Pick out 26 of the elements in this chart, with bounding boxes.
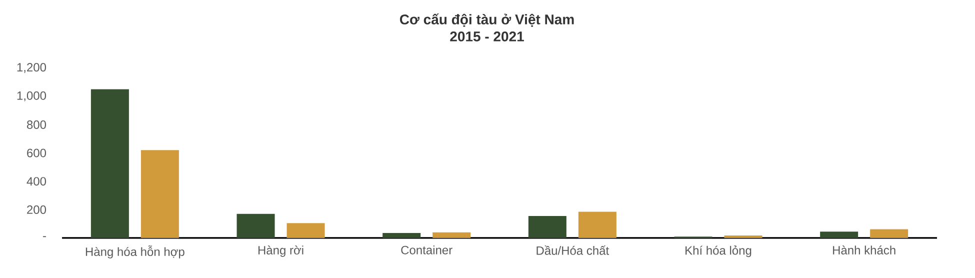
bar (140, 150, 179, 238)
x-tick-label: Khí hóa lỏng (686, 246, 752, 258)
y-tick-label: 1,200 (17, 63, 46, 73)
x-tick-label: Hành khách (833, 246, 896, 254)
x-tick-label: Hàng hóa hỗn hợp (86, 246, 184, 258)
bar (820, 232, 858, 238)
chart-title: Cơ cấu đội tàu ở Việt Nam (400, 14, 574, 27)
y-tick-label: 1,000 (17, 91, 46, 102)
y-tick-label: 200 (27, 205, 46, 214)
x-tick-label: Hàng rời (258, 246, 304, 257)
chart-subtitle: 2015 - 2021 (450, 32, 524, 42)
bar (236, 214, 275, 238)
bar (724, 235, 762, 238)
bar (870, 229, 908, 238)
bar (286, 223, 325, 238)
bar (528, 216, 566, 238)
x-tick-label: Container (401, 246, 452, 254)
y-tick-label: 800 (26, 120, 46, 129)
bar (382, 233, 421, 238)
bar (578, 212, 616, 238)
y-tick-label: 600 (27, 148, 46, 158)
bar (432, 232, 471, 238)
bar (90, 89, 129, 238)
x-tick-label: Dầu/Hóa chất (536, 246, 609, 255)
y-tick-label: - (43, 236, 46, 238)
y-tick-label: 400 (26, 177, 46, 186)
